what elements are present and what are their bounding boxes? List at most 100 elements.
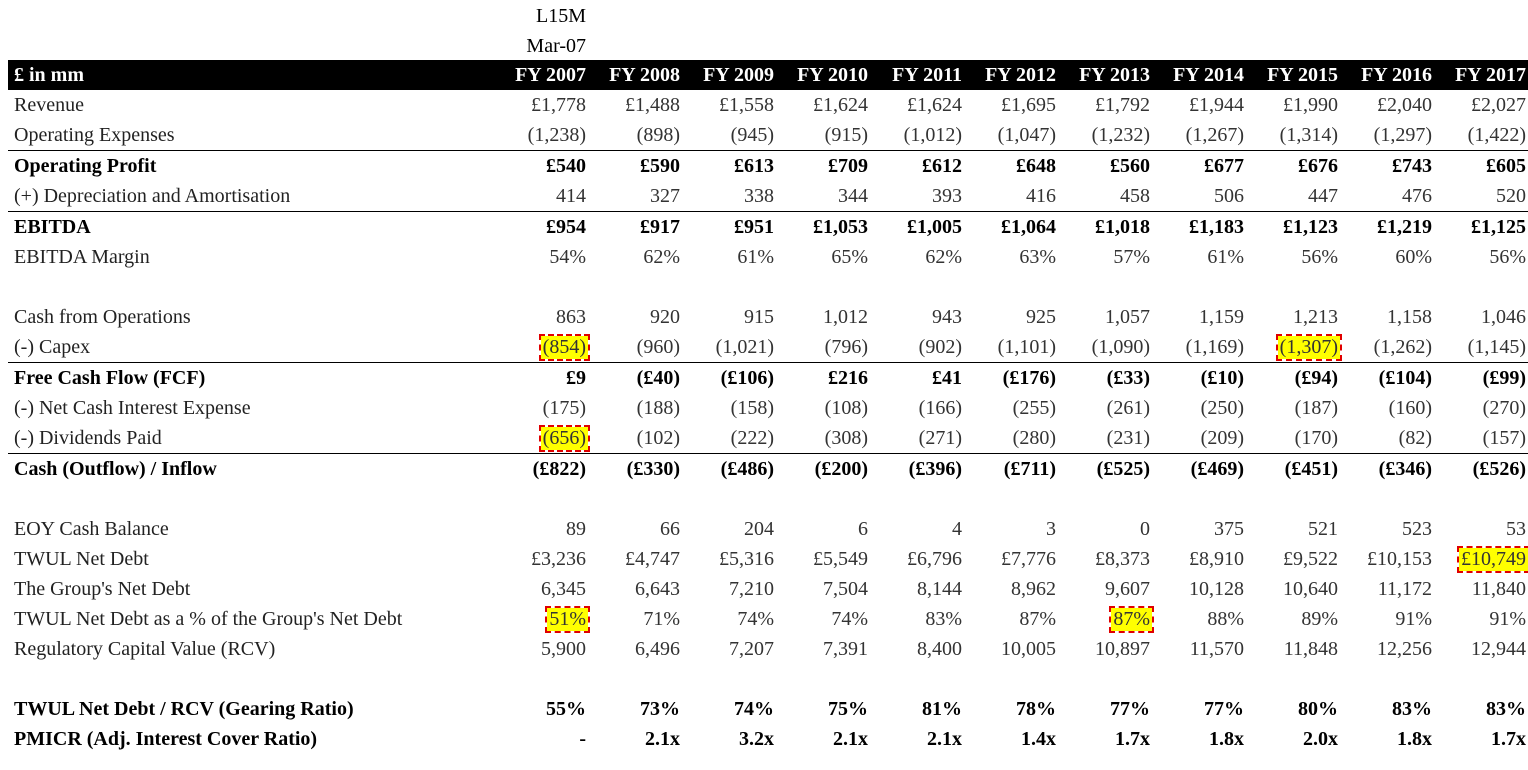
value-cell: 83% (1392, 697, 1432, 720)
value-cell: 10,005 (1001, 637, 1056, 660)
value-cell: (£525) (1062, 453, 1156, 484)
value-cell: 7,210 (729, 577, 774, 600)
spacer-cell (8, 664, 1528, 694)
period-label: L15M (536, 5, 586, 27)
value-cell: 344 (838, 184, 868, 207)
value-cell: 88% (1207, 607, 1244, 630)
row-twul-debt: TWUL Net Debt £3,236 £4,747 £5,316 £5,549 £6,… (8, 544, 1528, 574)
row-cfo: Cash from Operations 863 920 915 1,012 943 925… (8, 302, 1528, 332)
value-cell: (£106) (686, 362, 780, 393)
value-cell: 447 (1308, 184, 1338, 207)
value-cell: (£104) (1344, 362, 1438, 393)
value-cell: (308) (824, 426, 868, 449)
row-rcv: Regulatory Capital Value (RCV) 5,900 6,496… (8, 634, 1528, 664)
value-cell: 65% (831, 245, 868, 268)
value-cell: 83% (1486, 697, 1526, 720)
value-cell: (854) (498, 332, 592, 363)
value-cell: 7,207 (729, 637, 774, 660)
value-cell: 81% (922, 697, 962, 720)
row-interest: (-) Net Cash Interest Expense (175) (188) (… (8, 393, 1528, 423)
value-cell: 74% (737, 607, 774, 630)
value-cell: £743 (1344, 150, 1438, 181)
value-cell: 416 (1026, 184, 1056, 207)
row-twul-pct: TWUL Net Debt as a % of the Group's Net … (8, 604, 1528, 634)
value-cell: 10,128 (1189, 577, 1244, 600)
value-cell: (1,012) (903, 123, 962, 146)
value-cell: (£346) (1344, 453, 1438, 484)
value-cell: 66 (660, 517, 680, 540)
value-cell: (£99) (1438, 362, 1528, 393)
row-label: Cash (Outflow) / Inflow (8, 453, 498, 484)
value-cell: £9 (498, 362, 592, 393)
value-cell: (902) (918, 335, 962, 358)
value-cell: 56% (1301, 245, 1338, 268)
row-label: Operating Expenses (14, 123, 175, 146)
value-cell: 11,172 (1377, 577, 1432, 600)
value-cell: 5,900 (541, 637, 586, 660)
value-cell: (1,047) (997, 123, 1056, 146)
value-cell: 0 (1140, 517, 1150, 540)
value-cell: £1,183 (1156, 211, 1250, 242)
row-gearing: TWUL Net Debt / RCV (Gearing Ratio) 55% 73… (8, 694, 1528, 724)
value-cell: 78% (1016, 697, 1056, 720)
value-cell: £4,747 (625, 547, 680, 570)
value-cell: 920 (650, 305, 680, 328)
value-cell: (102) (636, 426, 680, 449)
value-cell: 77% (1204, 697, 1244, 720)
value-cell: £216 (780, 362, 874, 393)
row-label: EOY Cash Balance (14, 517, 169, 540)
value-cell: £1,792 (1095, 93, 1150, 116)
value-cell: 1,158 (1387, 305, 1432, 328)
value-cell: 7,391 (823, 637, 868, 660)
value-cell: 863 (556, 305, 586, 328)
value-cell: 9,607 (1105, 577, 1150, 600)
value-cell: £677 (1156, 150, 1250, 181)
year-header: FY 2014 (1173, 63, 1244, 86)
value-cell: 11,840 (1471, 577, 1526, 600)
value-cell: (915) (824, 123, 868, 146)
year-header: FY 2007 (515, 63, 586, 86)
value-cell: 87% (1062, 604, 1156, 634)
year-header: FY 2013 (1079, 63, 1150, 86)
value-cell: 12,256 (1377, 637, 1432, 660)
value-cell: 74% (831, 607, 868, 630)
value-cell: 1,213 (1293, 305, 1338, 328)
highlighted-value: (656) (538, 424, 591, 452)
value-cell: (796) (824, 335, 868, 358)
value-cell: 91% (1489, 607, 1526, 630)
value-cell: £1,695 (1001, 93, 1056, 116)
value-cell: (280) (1012, 426, 1056, 449)
value-cell: £1,624 (813, 93, 868, 116)
value-cell: 75% (828, 697, 868, 720)
units-label: £ in mm (14, 63, 84, 86)
value-cell: (157) (1482, 426, 1526, 449)
row-da: (+) Depreciation and Amortisation 414 327 3… (8, 181, 1528, 212)
value-cell: 51% (498, 604, 592, 634)
value-cell: 11,848 (1283, 637, 1338, 660)
value-cell: 2.0x (1303, 727, 1338, 750)
value-cell: £613 (686, 150, 780, 181)
value-cell: (£330) (592, 453, 686, 484)
value-cell: £605 (1438, 150, 1528, 181)
value-cell: 11,570 (1189, 637, 1244, 660)
value-cell: £1,005 (874, 211, 968, 242)
year-header: FY 2010 (797, 63, 868, 86)
value-cell: 77% (1110, 697, 1150, 720)
row-label: (-) Net Cash Interest Expense (14, 396, 251, 419)
value-cell: £1,018 (1062, 211, 1156, 242)
value-cell: £10,749 (1438, 544, 1528, 574)
header-row: £ in mm FY 2007 FY 2008 FY 2009 FY 2010 … (8, 60, 1528, 90)
row-label: TWUL Net Debt (14, 547, 149, 570)
value-cell: (£451) (1250, 453, 1344, 484)
value-cell: (108) (824, 396, 868, 419)
value-cell: £8,910 (1189, 547, 1244, 570)
value-cell: £5,316 (719, 547, 774, 570)
row-label: The Group's Net Debt (14, 577, 191, 600)
row-label: (-) Dividends Paid (14, 426, 162, 449)
value-cell: (898) (636, 123, 680, 146)
value-cell: 89 (566, 517, 586, 540)
value-cell: (170) (1294, 426, 1338, 449)
value-cell: 204 (744, 517, 774, 540)
value-cell: (£200) (780, 453, 874, 484)
value-cell: £709 (780, 150, 874, 181)
